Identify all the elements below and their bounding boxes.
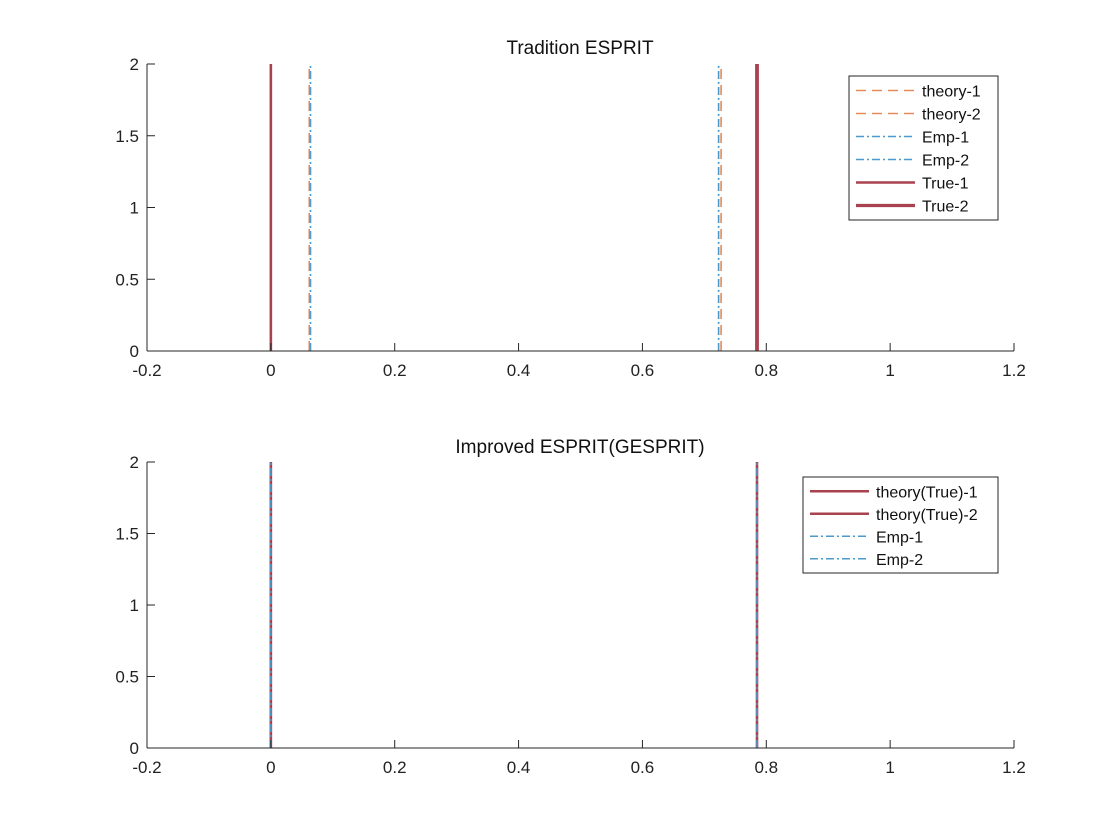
x-tick-label: 0.8 xyxy=(754,361,778,380)
y-tick-label: 1 xyxy=(130,596,139,615)
legend-label: theory(True)-2 xyxy=(876,507,978,524)
legend-label: Emp-2 xyxy=(876,552,923,569)
legend-label: Emp-1 xyxy=(922,130,969,147)
x-tick-label: 1.2 xyxy=(1002,361,1026,380)
y-tick-label: 1.5 xyxy=(115,525,139,544)
x-tick-label: 1 xyxy=(885,361,894,380)
legend: theory-1 theory-2 Emp-1 Emp-2 True-1 True-2 xyxy=(848,75,999,221)
y-tick-label: 0.5 xyxy=(115,270,139,289)
subplot-improved-esprit: Improved ESPRIT(GESPRIT) -0.2 0 0.2 0.4 0.6 0… xyxy=(115,437,1025,777)
x-tick-label: 0.6 xyxy=(631,758,655,777)
legend-label: theory(True)-1 xyxy=(876,484,978,501)
legend: theory(True)-1 theory(True)-2 Emp-1 Emp-2 xyxy=(802,476,999,574)
y-tick-label: 2 xyxy=(130,55,139,74)
y-tick-label: 0.5 xyxy=(115,668,139,687)
x-tick-label: 0.4 xyxy=(507,361,531,380)
legend-box xyxy=(802,476,999,574)
legend-label: Emp-1 xyxy=(876,529,923,546)
subplot-tradition-esprit: Tradition ESPRIT -0.2 0 0.2 0.4 0.6 0.8 1 1.200… xyxy=(115,38,1025,380)
legend-label: True-1 xyxy=(922,176,969,193)
legend-box xyxy=(848,75,999,221)
x-tick-label: 0.6 xyxy=(631,361,655,380)
legend-label: theory-2 xyxy=(922,107,981,124)
y-tick-label: 2 xyxy=(130,453,139,472)
legend-label: theory-1 xyxy=(922,84,981,101)
x-tick-label: 1.2 xyxy=(1002,758,1026,777)
subplot-title: Improved ESPRIT(GESPRIT) xyxy=(455,437,704,458)
legend-label: Emp-2 xyxy=(922,153,969,170)
x-tick-label: 0.2 xyxy=(383,361,407,380)
y-tick-label: 0 xyxy=(130,739,139,758)
y-tick-label: 1 xyxy=(130,199,139,218)
x-tick-label: 0.8 xyxy=(754,758,778,777)
x-tick-label: -0.2 xyxy=(132,361,161,380)
x-tick-label: 0.4 xyxy=(507,758,531,777)
x-tick-label: 0 xyxy=(266,361,275,380)
x-tick-label: 0 xyxy=(266,758,275,777)
y-tick-label: 1.5 xyxy=(115,127,139,146)
plot-area xyxy=(269,462,759,748)
y-tick-label: 0 xyxy=(130,342,139,361)
x-tick-label: 1 xyxy=(885,758,894,777)
legend-label: True-2 xyxy=(922,199,969,216)
subplot-title: Tradition ESPRIT xyxy=(506,38,654,59)
x-tick-label: 0.2 xyxy=(383,758,407,777)
x-tick-label: -0.2 xyxy=(132,758,161,777)
plot-area xyxy=(269,64,759,351)
